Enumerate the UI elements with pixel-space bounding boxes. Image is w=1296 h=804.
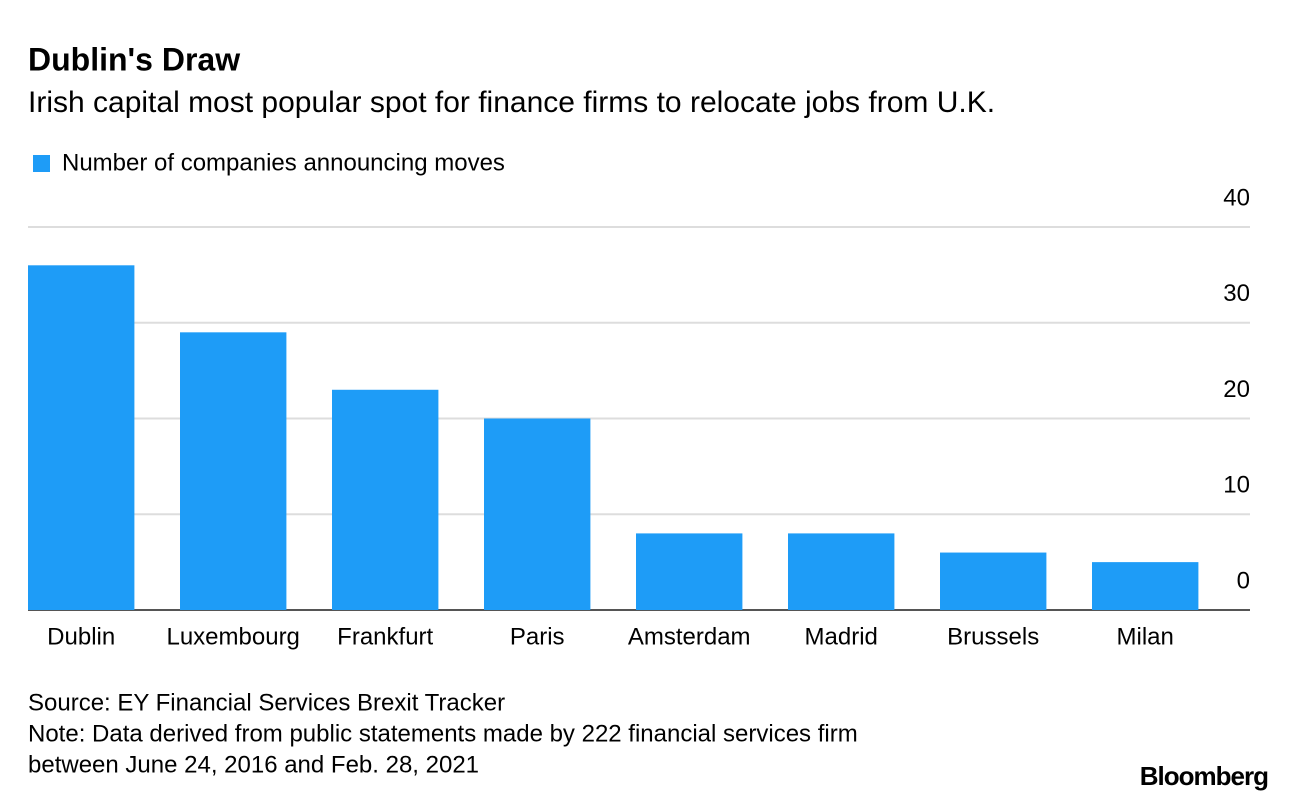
bar [28,265,135,610]
chart-subtitle: Irish capital most popular spot for fina… [28,86,995,119]
note: between June 24, 2016 and Feb. 28, 2021 [28,751,479,778]
bar [180,332,287,610]
y-tick-label: 20 [1223,376,1250,403]
y-tick-label: 40 [1223,184,1250,211]
x-tick-label: Brussels [947,623,1039,650]
logo: Bloomberg [1140,761,1268,791]
x-tick-label: Luxembourg [166,623,299,650]
x-tick-label: Madrid [805,623,878,650]
x-tick-label: Paris [510,623,565,650]
y-tick-label: 30 [1223,280,1250,307]
bar [788,533,895,610]
x-tick-label: Milan [1117,623,1174,650]
legend-label: Number of companies announcing moves [62,149,505,176]
legend-swatch [33,155,50,172]
x-tick-label: Amsterdam [628,623,751,650]
bar [940,552,1047,610]
source: Source: EY Financial Services Brexit Tra… [28,689,505,716]
x-tick-label: Frankfurt [337,623,433,650]
x-tick-label: Dublin [47,623,115,650]
chart-title: Dublin's Draw [28,41,240,77]
bar [1092,562,1199,610]
bar [636,533,743,610]
bar [484,418,591,610]
y-tick-label: 10 [1223,472,1250,499]
bar [332,389,439,610]
note: Note: Data derived from public statement… [28,720,858,747]
y-tick-label: 0 [1237,567,1250,594]
